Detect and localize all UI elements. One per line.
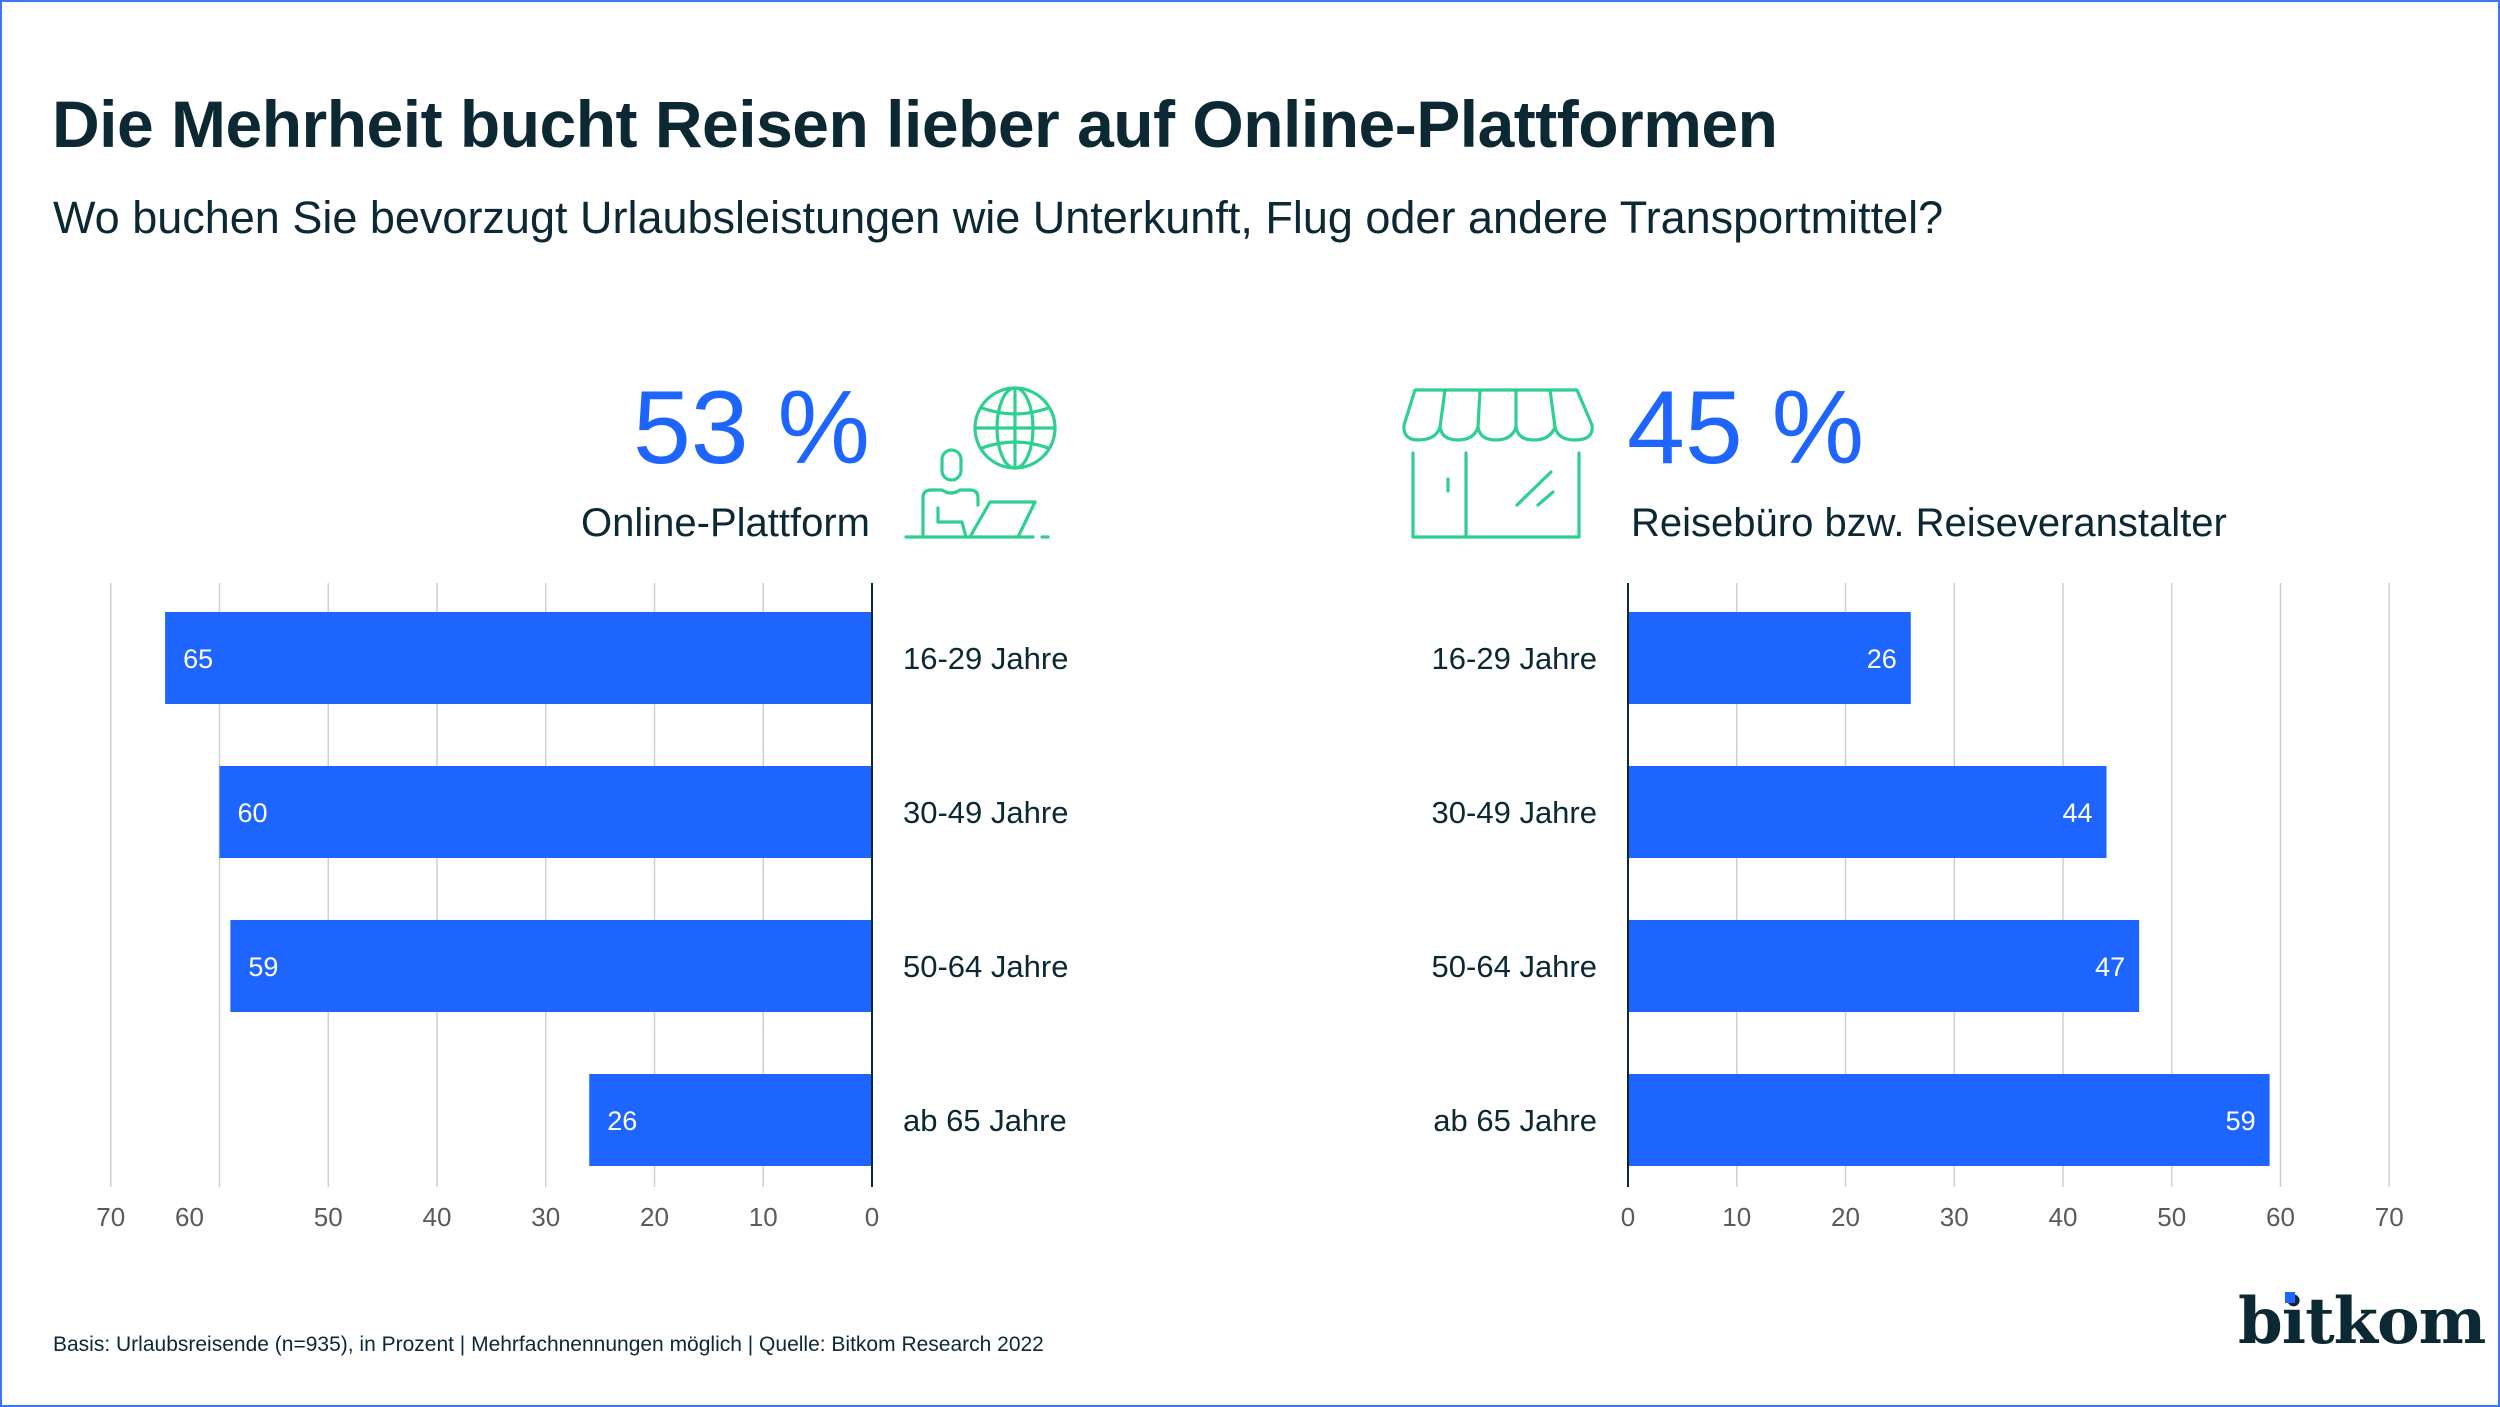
online-tick-label: 10 [749,1202,778,1232]
online-tick-label: 20 [640,1202,669,1232]
online-bar-value-label: 59 [248,952,278,982]
agency-bar [1628,1074,2270,1166]
agency-bar-value-label: 47 [2095,952,2125,982]
online-tick-label: 70 [96,1202,125,1232]
agency-bar [1628,766,2107,858]
agency-bar [1628,612,1911,704]
bitkom-logo-dot [2285,1292,2295,1303]
online-bar [230,920,872,1012]
agency-tick-label: 30 [1940,1202,1969,1232]
agency-tick-label: 10 [1722,1202,1751,1232]
agency-tick-label: 60 [2266,1202,2295,1232]
online-tick-label: 60 [175,1202,204,1232]
online-bar-value-label: 65 [183,644,213,674]
bitkom-logo: bitkom [2238,1290,2486,1354]
online-platform-headline-value: 53 % [632,370,870,486]
online-bar-value-label: 60 [238,798,268,828]
agency-tick-label: 0 [1621,1202,1635,1232]
agency-bar-value-label: 44 [2062,798,2092,828]
chart-subtitle: Wo buchen Sie bevorzugt Urlaubsleistunge… [53,192,1944,243]
online-category-label: ab 65 Jahre [903,1103,1067,1138]
agency-bar-value-label: 26 [1867,644,1897,674]
source-footnote: Basis: Urlaubsreisende (n=935), in Proze… [53,1333,1044,1356]
agency-tick-label: 20 [1831,1202,1860,1232]
online-tick-label: 30 [531,1202,560,1232]
agency-category-label: 50-64 Jahre [1432,949,1597,984]
online-bar [165,612,872,704]
online-bar [589,1074,872,1166]
travel-agency-headline-label: Reisebüro bzw. Reiseveranstalter [1631,501,2227,545]
agency-bar [1628,920,2140,1012]
storefront-icon [1400,380,1600,550]
agency-category-label: 30-49 Jahre [1432,795,1597,830]
agency-tick-label: 50 [2157,1202,2186,1232]
agency-category-label: ab 65 Jahre [1433,1103,1597,1138]
online-category-label: 50-64 Jahre [903,949,1068,984]
online-tick-label: 40 [423,1202,452,1232]
agency-bar-value-label: 59 [2226,1106,2256,1136]
online-platform-headline-label: Online-Plattform [581,501,870,545]
agency-tick-label: 70 [2375,1202,2404,1232]
agency-category-label: 16-29 Jahre [1432,641,1597,676]
online-tick-label: 50 [314,1202,343,1232]
travel-agency-headline-value: 45 % [1627,370,1865,486]
agency-tick-label: 40 [2049,1202,2078,1232]
chart-title: Die Mehrheit bucht Reisen lieber auf Onl… [52,87,1778,161]
online-category-label: 30-49 Jahre [903,795,1068,830]
online-tick-label: 0 [865,1202,879,1232]
person-laptop-globe-icon [890,380,1070,560]
online-bar [219,766,872,858]
online-category-label: 16-29 Jahre [903,641,1068,676]
bitkom-logo-text: bitkom [2238,1284,2486,1359]
online-bar-value-label: 26 [607,1106,637,1136]
